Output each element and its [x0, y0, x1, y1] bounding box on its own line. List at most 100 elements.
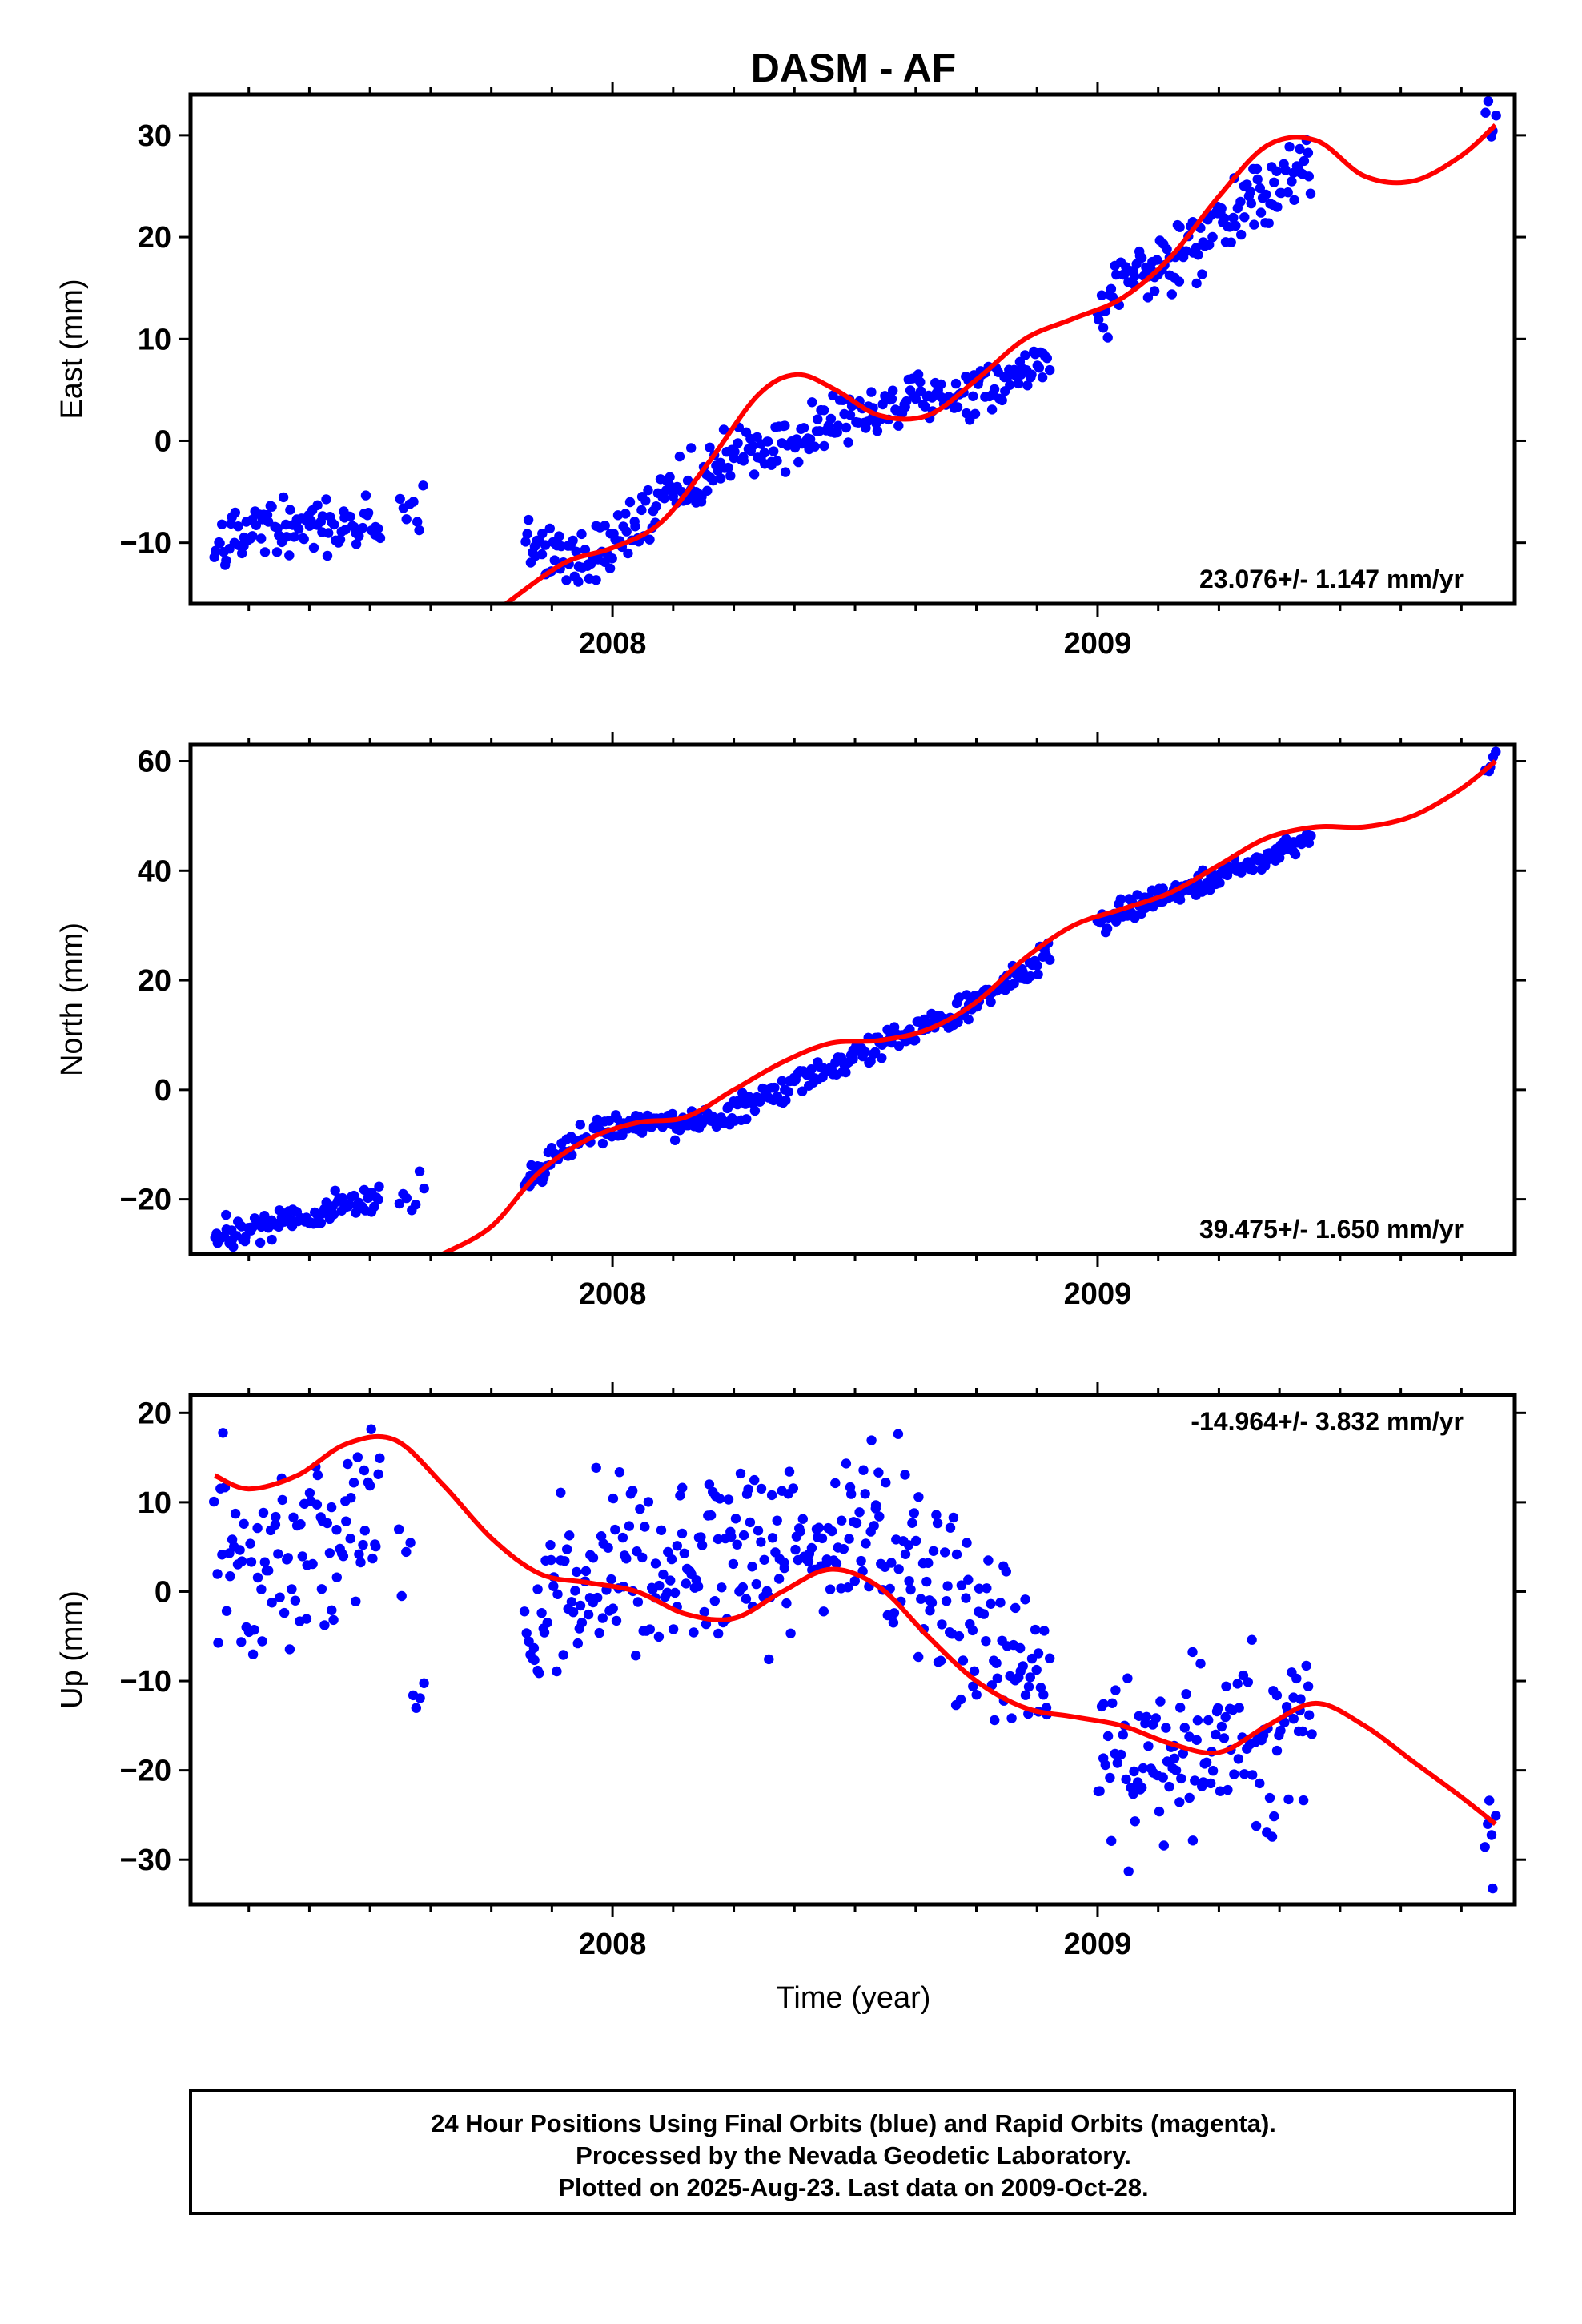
data-point — [1138, 1763, 1149, 1774]
data-point — [781, 1095, 791, 1106]
data-point — [772, 1515, 782, 1526]
data-point — [573, 577, 584, 587]
data-point — [228, 1241, 239, 1252]
data-point — [218, 1428, 228, 1438]
data-point — [1174, 895, 1186, 905]
data-point — [414, 525, 424, 536]
data-point — [870, 1500, 881, 1510]
data-point — [893, 1041, 905, 1051]
data-point — [763, 436, 773, 447]
data-point — [529, 1655, 540, 1666]
data-point — [900, 1470, 910, 1480]
data-point — [844, 1534, 854, 1544]
data-point — [849, 1576, 861, 1586]
data-point — [963, 1574, 974, 1585]
data-point — [1305, 188, 1316, 199]
data-point — [1111, 269, 1122, 280]
data-point — [1271, 166, 1282, 176]
footer-line-3: Plotted on 2025-Aug-23. Last data on 200… — [558, 2173, 1148, 2201]
data-point — [970, 408, 981, 419]
data-point — [570, 1586, 580, 1596]
data-point — [866, 1435, 877, 1445]
data-point — [1239, 212, 1250, 223]
data-point — [1491, 1811, 1501, 1821]
data-point — [986, 404, 998, 415]
data-point — [349, 1190, 359, 1201]
data-point — [773, 1574, 785, 1584]
data-point — [630, 521, 640, 532]
data-point — [1232, 1679, 1243, 1689]
data-point — [860, 1489, 870, 1499]
data-point — [323, 528, 334, 538]
data-point — [317, 511, 328, 521]
data-point — [954, 992, 965, 1003]
data-point — [1118, 1730, 1129, 1740]
data-point — [1025, 1672, 1036, 1683]
data-point — [1094, 1786, 1105, 1796]
data-point — [1045, 364, 1055, 376]
data-point — [344, 1199, 355, 1210]
data-point — [1203, 1715, 1214, 1726]
data-point — [1105, 1772, 1115, 1783]
data-point — [624, 1521, 635, 1531]
data-point — [1269, 1811, 1279, 1822]
y-tick-label: 20 — [138, 964, 171, 998]
data-point — [741, 1594, 752, 1604]
data-point — [312, 1470, 323, 1481]
data-point — [682, 475, 693, 486]
data-point — [1106, 283, 1117, 294]
data-point — [920, 401, 930, 412]
data-point — [1272, 202, 1283, 212]
data-point — [709, 1596, 720, 1606]
data-point — [408, 497, 419, 507]
y-axis-label: North (mm) — [55, 923, 89, 1076]
data-point — [1271, 1745, 1283, 1756]
data-point — [1290, 849, 1301, 860]
plot-frame — [188, 1393, 1517, 1907]
data-point — [967, 1625, 978, 1636]
data-points — [209, 96, 1501, 587]
data-point — [667, 1108, 678, 1120]
data-point — [1170, 1765, 1182, 1775]
data-point — [545, 1540, 556, 1550]
data-point — [371, 1541, 381, 1552]
data-point — [958, 1655, 969, 1666]
data-point — [620, 509, 631, 519]
data-point — [572, 1638, 583, 1649]
data-point — [369, 1201, 379, 1212]
data-point — [1283, 187, 1293, 198]
data-point — [877, 399, 888, 410]
data-point — [992, 1673, 1003, 1683]
data-point — [797, 1514, 808, 1524]
data-point — [1223, 1784, 1233, 1795]
data-point — [544, 523, 555, 534]
data-point — [818, 405, 829, 416]
data-point — [1193, 250, 1203, 260]
data-point — [699, 1606, 709, 1618]
data-point — [951, 1549, 962, 1560]
data-point — [1191, 1735, 1202, 1745]
data-point — [889, 1608, 900, 1618]
data-point — [689, 1627, 699, 1638]
data-point — [1247, 1770, 1258, 1780]
data-point — [345, 511, 355, 522]
data-point — [212, 1569, 223, 1579]
data-point — [1204, 239, 1215, 250]
data-point — [521, 1628, 532, 1638]
data-point — [225, 1571, 235, 1582]
data-point — [290, 1595, 301, 1606]
data-point — [401, 1546, 412, 1558]
data-point — [1018, 1661, 1028, 1671]
data-point — [1141, 1711, 1152, 1722]
data-point — [1229, 1769, 1239, 1779]
data-point — [259, 547, 271, 557]
data-point — [956, 1580, 967, 1590]
data-point — [983, 1555, 994, 1566]
data-point — [1243, 1677, 1254, 1687]
data-point — [405, 1538, 416, 1548]
data-point — [969, 1666, 980, 1676]
data-point — [1246, 198, 1257, 209]
data-point — [308, 542, 319, 553]
data-point — [780, 420, 790, 431]
